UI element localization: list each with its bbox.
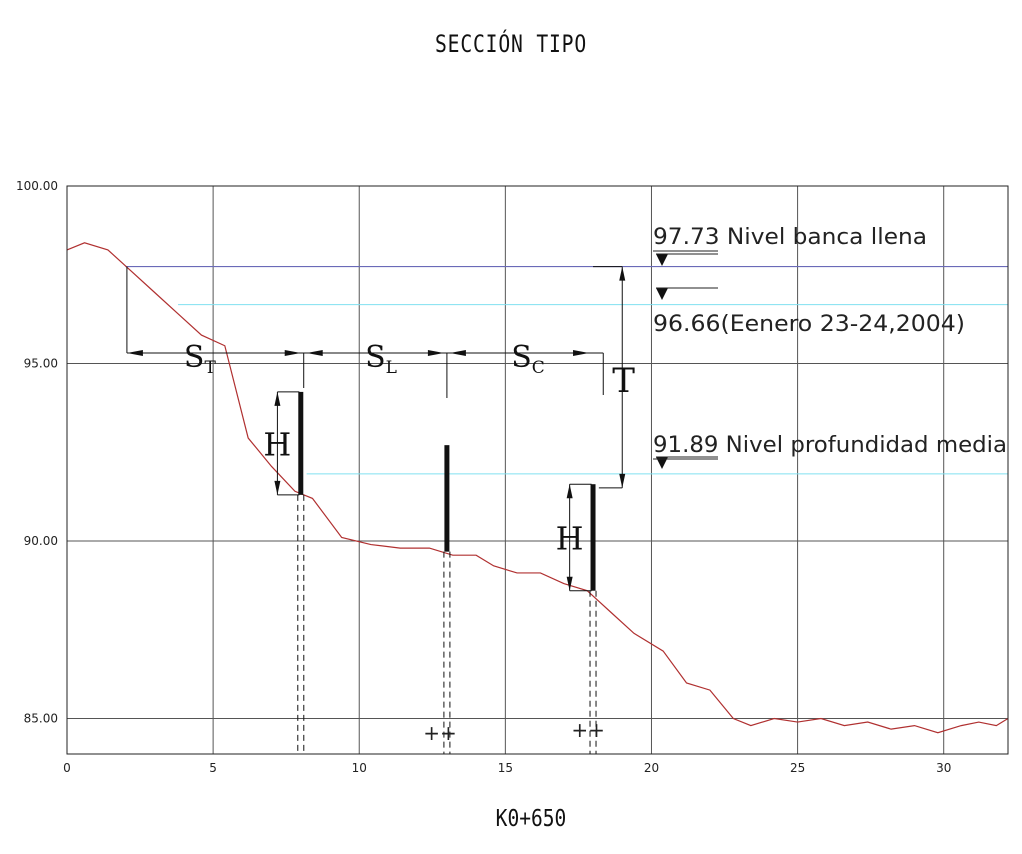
level-marker-triangle bbox=[656, 288, 668, 300]
height-label: H bbox=[556, 519, 584, 557]
y-tick-label: 85.00 bbox=[24, 712, 58, 726]
height-arrow bbox=[566, 484, 573, 499]
spacing-label-subscript: L bbox=[386, 358, 397, 378]
level-label: 96.66(Eenero 23-24,2004) bbox=[653, 312, 965, 337]
level-marker-triangle bbox=[656, 254, 668, 266]
terrain-profile-group bbox=[66, 242, 1009, 734]
page-title: SECCIÓN TIPO bbox=[434, 30, 588, 58]
stake-marker: ++ bbox=[423, 721, 457, 745]
x-tick-label: 10 bbox=[352, 761, 367, 775]
terrain-profile-line bbox=[66, 242, 1009, 734]
plot-frame bbox=[66, 185, 1009, 755]
height-arrow bbox=[274, 480, 281, 495]
x-tick-label: 5 bbox=[209, 761, 217, 775]
height-arrow bbox=[274, 391, 281, 406]
y-tick-label: 95.00 bbox=[24, 357, 58, 371]
stake-marker: ++ bbox=[571, 718, 605, 742]
spacing-label-subscript: C bbox=[532, 358, 545, 378]
station-label: K0+650 bbox=[495, 806, 567, 832]
water-level-lines bbox=[125, 265, 1008, 475]
spacing-label-subscript: T bbox=[204, 358, 216, 378]
x-tick-label: 15 bbox=[498, 761, 513, 775]
level-label: 97.73 Nivel banca llena bbox=[653, 225, 927, 250]
spacing-label: ST bbox=[184, 340, 217, 378]
stake-bar bbox=[298, 391, 304, 495]
x-tick-label: 20 bbox=[644, 761, 659, 775]
annotations: 97.73 Nivel banca llena 96.66(Eenero 23-2… bbox=[126, 225, 1007, 754]
grid-lines bbox=[67, 186, 1008, 754]
y-tick-label: 100.00 bbox=[16, 179, 58, 193]
x-tick-label: 0 bbox=[63, 761, 71, 775]
depth-arrow bbox=[619, 473, 626, 488]
level-label: 91.89 Nivel profundidad media bbox=[653, 433, 1007, 458]
dimension-arrow bbox=[126, 350, 143, 356]
height-arrow bbox=[566, 576, 573, 591]
dimension-arrow bbox=[573, 350, 590, 356]
x-tick-label: 25 bbox=[790, 761, 805, 775]
spacing-label: SL bbox=[365, 340, 397, 378]
spacing-label: SC bbox=[511, 340, 545, 378]
depth-label: T bbox=[612, 361, 635, 401]
stake-bar bbox=[444, 445, 450, 552]
stake-bar bbox=[590, 484, 596, 591]
axis-tick-labels: 0 5 10 15 20 25 30 85.00 90.00 95.00 100.00 bbox=[16, 179, 951, 775]
height-label: H bbox=[263, 425, 291, 463]
dimension-arrow bbox=[427, 350, 444, 356]
y-tick-label: 90.00 bbox=[24, 534, 58, 548]
dimension-arrow bbox=[284, 350, 301, 356]
depth-arrow bbox=[619, 266, 626, 281]
dimension-arrow bbox=[306, 350, 323, 356]
x-tick-label: 30 bbox=[936, 761, 951, 775]
dimension-arrow bbox=[449, 350, 466, 356]
level-marker-triangle bbox=[656, 457, 668, 469]
